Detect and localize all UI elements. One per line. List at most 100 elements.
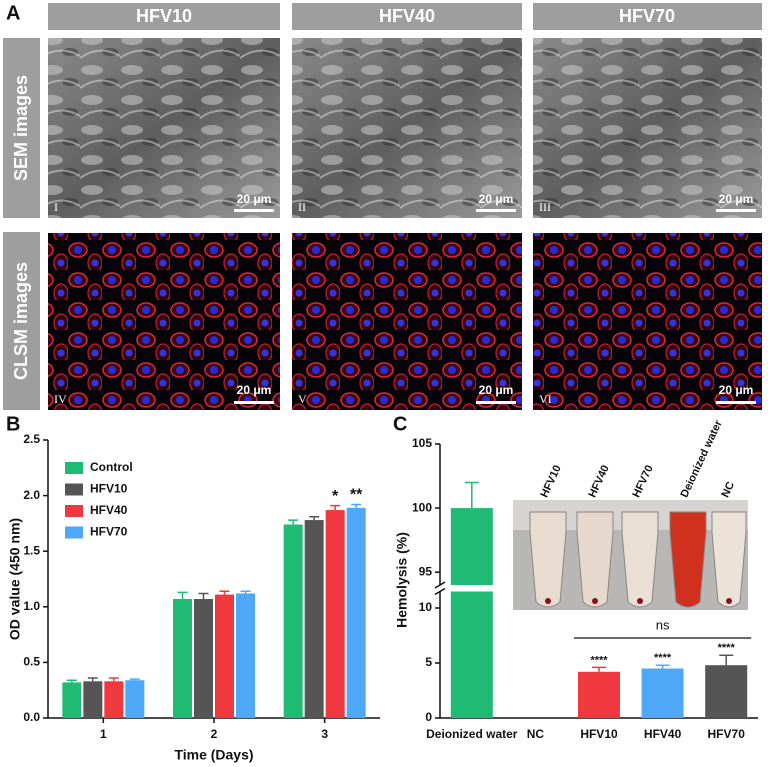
y-tick-label: 10 [419,600,433,614]
image-label: III [539,200,551,214]
column-header: HFV10 [136,6,192,26]
error-bar [219,590,230,595]
legend-label: HFV70 [90,525,128,539]
y-axis-label: Hemolysis (%) [394,532,410,628]
error-bar [288,519,299,525]
y-tick-label: 2.5 [23,432,40,446]
y-tick-label: 2.0 [23,488,40,502]
panel-label: B [6,413,20,435]
significance: **** [654,652,672,664]
error-bar [719,654,734,666]
bar [283,524,303,718]
significance: ** [350,487,363,504]
x-tick-label: Deionized water [426,727,518,741]
legend-label: HFV40 [90,503,128,517]
scale-label: 20 μm [237,383,272,397]
error-bar [198,592,209,600]
x-tick-label: 2 [211,727,218,741]
error-bar [240,590,251,594]
scale-label: 20 μm [719,192,754,206]
error-bar [87,677,98,682]
image-label: II [298,200,306,214]
y-tick-label: 5 [425,655,432,669]
inset-label: HFV40 [586,463,611,499]
column-header: HFV40 [379,6,435,26]
bar [194,599,213,718]
column-header: HFV70 [619,6,675,26]
row-label: SEM images [11,75,31,181]
bar [125,680,145,718]
sem-image [48,38,762,218]
legend-swatch [65,505,83,517]
error-bar [108,677,119,682]
error-bar [592,666,606,672]
y-tick-label: 105 [412,436,432,450]
bar [104,681,124,718]
x-tick-label: HFV40 [644,727,682,741]
bracket-label: ns [656,617,670,632]
bar [83,681,103,718]
header-bar [48,3,280,30]
y-tick-label: 100 [412,500,432,514]
bar [215,594,234,718]
y-axis-label: OD value (450 nm) [7,518,23,640]
row-bar [3,232,40,410]
scale-bar [234,209,756,404]
panel-label: A [6,2,20,24]
significance: **** [718,642,736,654]
x-axis-label: Time (Days) [174,747,253,763]
inset-label: NC [719,480,737,500]
bar [325,510,345,718]
inset-label: HFV10 [538,463,563,499]
bar [578,671,620,718]
error-bar [464,481,479,509]
error-bar [177,591,188,600]
scale-label: 20 μm [719,383,754,397]
y-tick-label: 95 [419,564,433,578]
error-bar [330,504,341,511]
x-tick-label: HFV10 [580,727,618,741]
legend-swatch [65,483,83,496]
scale-label: 20 μm [237,192,272,206]
scale-label: 20 μm [479,383,514,397]
legend-swatch [65,462,83,474]
bar [304,520,324,718]
header-bar [292,3,522,30]
error-bar [655,664,670,669]
panel-label: C [393,413,407,435]
bar [705,665,748,718]
error-bar [129,678,140,681]
header-bar [533,3,762,30]
legend-label: HFV10 [90,482,128,496]
row-label: CLSM images [11,262,31,380]
y-tick-label: 0 [425,710,432,724]
image-label: VI [539,392,552,406]
y-tick-label: 0.0 [23,710,40,724]
x-tick-label: HFV70 [708,727,746,741]
scale-label: 20 μm [479,192,514,206]
significance: **** [590,654,608,666]
legend-swatch [65,526,83,539]
significance: * [332,488,339,505]
error-bar [309,515,320,521]
x-tick-label: NC [527,727,545,741]
error-bar [351,503,362,508]
y-tick-label: 1.5 [23,543,40,557]
inset-label: HFV70 [630,463,655,499]
bar [346,507,366,718]
bar [450,508,493,585]
y-tick-label: 1.0 [23,599,40,613]
y-tick-label: 0.5 [23,655,40,669]
x-tick-label: 1 [100,727,107,741]
inset-photo [513,500,748,610]
legend-label: Control [90,460,133,474]
x-tick-label: 3 [321,727,328,741]
image-label: IV [54,392,67,406]
row-bar [3,38,40,218]
bar [62,682,82,718]
inset-label: Deionized water [678,418,725,500]
bar [236,593,255,718]
clsm-image [48,233,762,410]
bar [450,591,493,718]
